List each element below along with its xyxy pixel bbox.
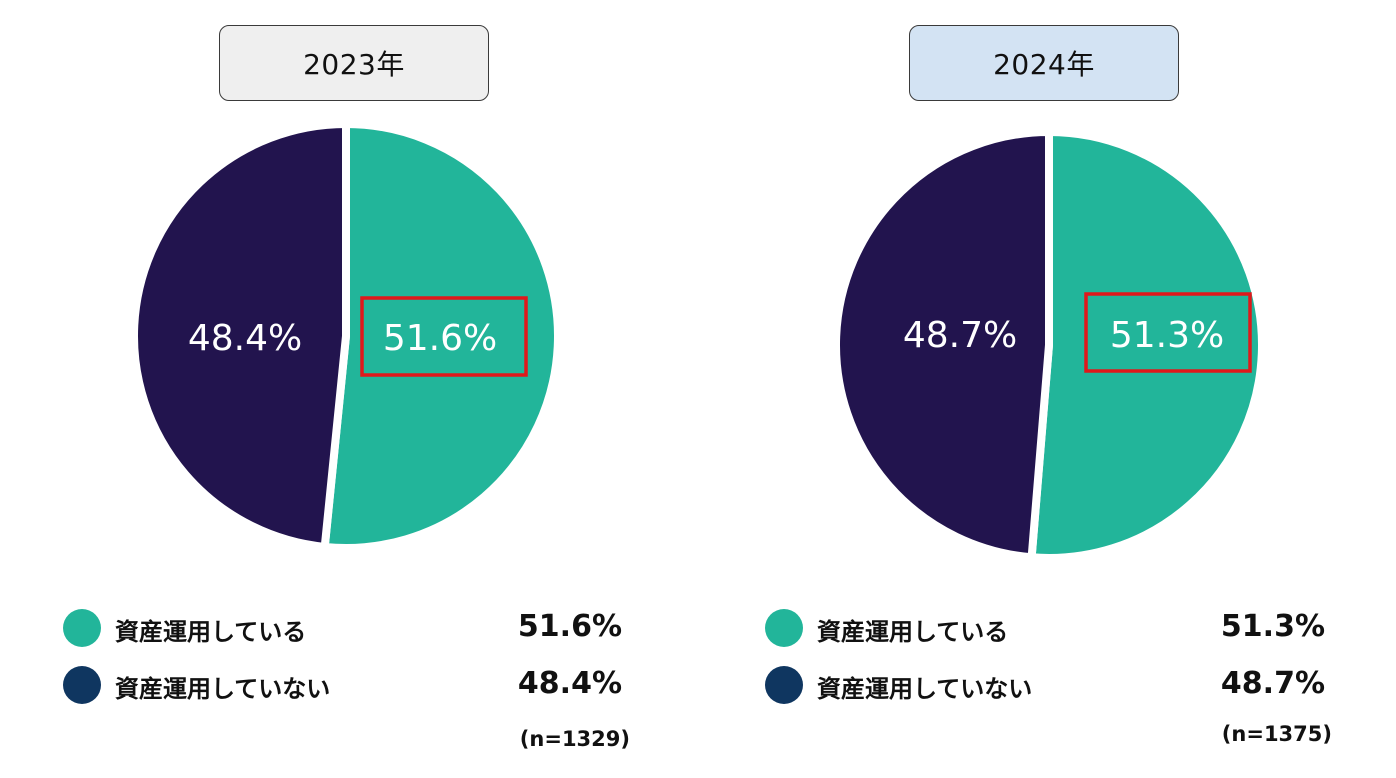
legend-dot-investing — [63, 609, 101, 647]
slice-label-investing: 51.6% — [383, 318, 497, 359]
slice-label-investing: 51.3% — [1110, 315, 1224, 356]
slice-label-not-investing: 48.7% — [903, 315, 1017, 356]
legend-item-investing-2024: 資産運用している — [765, 609, 1365, 649]
highlight-box — [1084, 292, 1252, 373]
legend-item-investing-2023: 資産運用している — [63, 609, 663, 649]
pie-panel-2023: 2023年 51.6% 48.4% 資産運用している 51.6% 資産運用していな… — [63, 25, 663, 751]
legend-value-not-investing-2023: 48.4% — [517, 666, 622, 701]
pie-chart-2023: 51.6% 48.4% — [130, 120, 562, 552]
legend-item-not-investing-2024: 資産運用していない — [765, 666, 1365, 706]
legend-label-investing: 資産運用している — [115, 618, 307, 646]
year-label-2023: 2023年 — [219, 25, 489, 101]
sample-size-2024: (n=1375) — [1221, 722, 1332, 746]
slice-label-not-investing: 48.4% — [188, 318, 302, 359]
pie-panel-2024: 2024年 51.3% 48.7% 資産運用している 51.3% 資産運用していな… — [698, 0, 1396, 778]
pie-slice-not-investing — [832, 128, 1053, 562]
legend-item-not-investing-2023: 資産運用していない — [63, 666, 663, 706]
legend-label-not-investing: 資産運用していない — [115, 675, 331, 703]
legend-value-not-investing-2024: 48.7% — [1220, 666, 1325, 701]
pie-slice-investing — [1027, 128, 1266, 562]
pie-slice-not-investing — [130, 120, 350, 551]
legend-label-not-investing: 資産運用していない — [817, 675, 1033, 703]
sample-size-2023: (n=1329) — [519, 727, 630, 751]
pie-chart-2024: 51.3% 48.7% — [832, 128, 1266, 562]
legend-dot-not-investing — [63, 666, 101, 704]
highlight-box — [360, 296, 528, 377]
legend-value-investing-2024: 51.3% — [1220, 609, 1325, 644]
legend-value-investing-2023: 51.6% — [517, 609, 622, 644]
legend-label-investing: 資産運用している — [817, 618, 1009, 646]
legend-dot-not-investing — [765, 666, 803, 704]
pie-slice-investing — [320, 120, 562, 552]
legend-dot-investing — [765, 609, 803, 647]
year-label-2024: 2024年 — [909, 25, 1179, 101]
